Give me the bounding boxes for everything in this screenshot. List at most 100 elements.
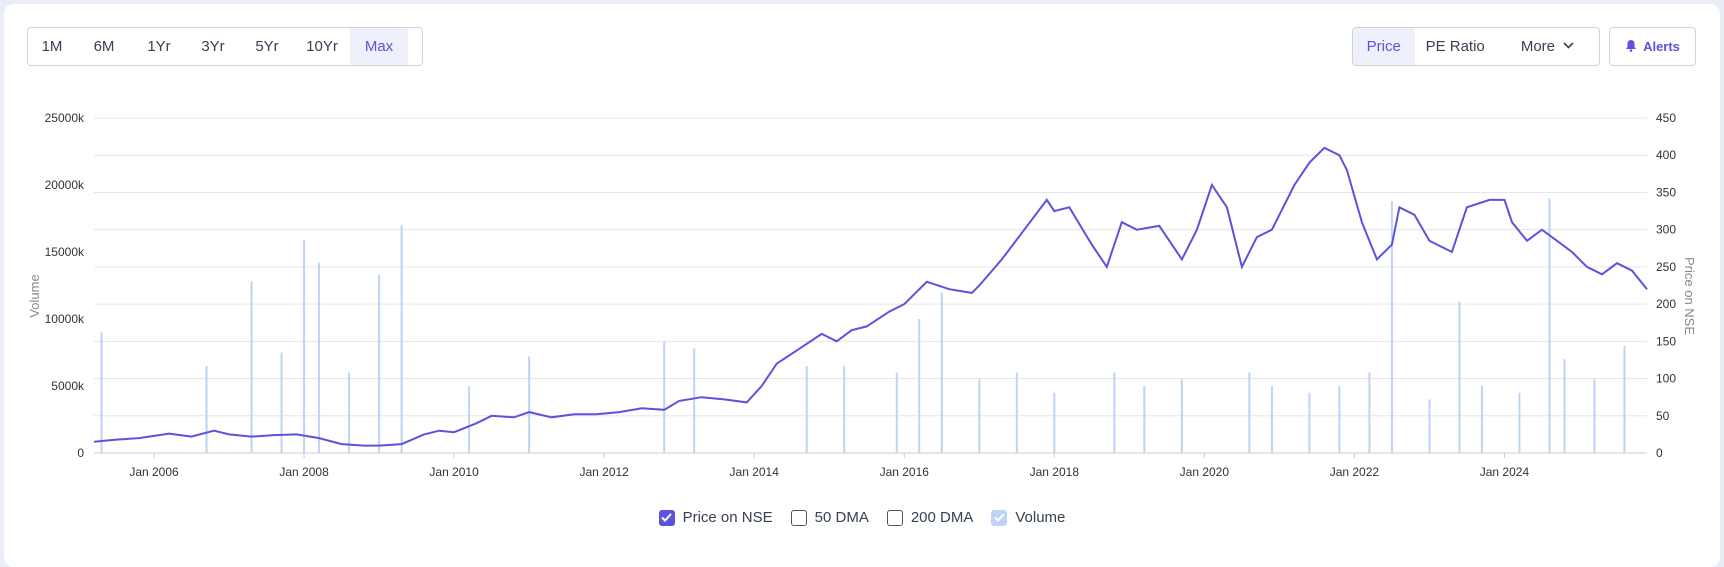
bell-icon [1625,39,1643,55]
more-dropdown[interactable]: More [1496,28,1599,65]
volume-bar [528,356,531,453]
y-left-tick-label: 20000k [45,178,85,192]
volume-bar [318,262,321,453]
range-button-5yr[interactable]: 5Yr [255,38,279,55]
legend-label: Price on NSE [682,509,773,526]
chart-mode-selector: Price PE Ratio More [1352,27,1600,66]
x-tick-label: Jan 2022 [1330,465,1380,479]
volume-bar [1113,372,1116,453]
y-left-tick-label: 0 [77,446,84,460]
alerts-button[interactable]: Alerts [1609,27,1696,66]
y-left-tick-label: 25000k [45,111,85,125]
volume-bar [918,319,921,453]
volume-bar [1338,386,1341,453]
legend-item-volume[interactable]: Volume [991,509,1065,526]
volume-bar [1248,372,1251,453]
x-tick-label: Jan 2010 [429,465,479,479]
volume-bar [1428,399,1431,453]
volume-bar [1518,392,1521,453]
x-axis: Jan 2006 Jan 2008 Jan 2010 Jan 2012 Jan 2014… [129,453,1529,479]
y-right-tick-label: 350 [1656,185,1676,199]
volume-bar [280,352,283,453]
volume-bar [693,348,696,453]
y-left-tick-label: 5000k [51,379,85,393]
volume-bar [1390,201,1393,453]
volume-bar [843,365,846,453]
volume-bar [400,225,403,453]
volume-bar [805,365,808,453]
volume-bar [1623,345,1626,453]
volume-bar [1548,198,1551,453]
y-right-tick-label: 50 [1656,409,1670,423]
x-tick-label: Jan 2008 [279,465,329,479]
volume-bar [205,365,208,453]
volume-bar [1563,359,1566,453]
price-tab[interactable]: Price [1353,28,1415,65]
legend-item-price-on-nse[interactable]: Price on NSE [658,509,773,526]
alerts-label: Alerts [1643,39,1680,54]
more-label: More [1520,38,1556,55]
volume-bar [1480,386,1483,453]
legend-label: 200 DMA [910,509,974,526]
legend-label: Volume [1015,509,1066,526]
checkbox-icon[interactable] [658,509,675,526]
y-axis-right-label: Price on NSE [1682,257,1697,335]
grid-lines [94,117,1647,454]
checkbox-icon[interactable] [991,509,1008,526]
range-button-10yr[interactable]: 10Yr [306,38,338,55]
y-right-tick-label: 400 [1656,148,1676,162]
price-on-nse-line [93,146,1648,447]
x-tick-label: Jan 2018 [1030,465,1080,479]
volume-bar [1593,379,1596,453]
y-right-tick-label: 300 [1656,223,1676,237]
y-right-tick-label: 450 [1656,111,1676,125]
volume-bar [100,332,103,453]
legend-item-50-dma[interactable]: 50 DMA [790,509,869,526]
legend-label: 50 DMA [814,509,869,526]
range-button-6m[interactable]: 6M [93,38,115,55]
y-right-tick-label: 100 [1656,372,1676,386]
volume-bar [978,379,981,453]
x-tick-label: Jan 2014 [730,465,780,479]
legend-item-200-dma[interactable]: 200 DMA [886,509,974,526]
volume-bar [1143,386,1146,453]
y-right-tick-label: 200 [1656,297,1676,311]
volume-bar [1180,379,1183,453]
y-right-tick-label: 150 [1656,334,1676,348]
chart-card [4,4,1720,567]
pe-ratio-tab[interactable]: PE Ratio [1425,38,1485,55]
chart-legend: Price on NSE 50 DMA 200 DMA Volume [0,509,1724,526]
checkbox-icon[interactable] [790,509,807,526]
range-button-3yr[interactable]: 3Yr [201,38,225,55]
x-tick-label: Jan 2020 [1180,465,1230,479]
y-left-tick-label: 15000k [45,245,85,259]
y-axis-left-label: Volume [27,274,42,317]
volume-bar [348,372,351,453]
range-button-1m[interactable]: 1M [41,38,63,55]
chevron-down-icon [1563,40,1574,52]
volume-bar [303,239,306,453]
y-axis-right: 0 50 100 150 200 250 300 350 400 450 [1656,111,1676,460]
y-left-tick-label: 10000k [45,312,85,326]
x-tick-label: Jan 2016 [880,465,930,479]
volume-bar [895,372,898,453]
volume-bar [1308,392,1311,453]
range-button-1yr[interactable]: 1Yr [147,38,171,55]
volume-bar [1270,386,1273,453]
volume-bar [1458,301,1461,453]
x-tick-label: Jan 2006 [129,465,179,479]
volume-bar [940,292,943,453]
volume-bar [250,281,253,453]
y-right-tick-label: 250 [1656,260,1676,274]
range-button-max[interactable]: Max [350,28,408,65]
volume-bar [468,386,471,453]
volume-bar [663,341,666,453]
checkbox-icon[interactable] [886,509,903,526]
y-axis-left: 0 5000k 10000k 15000k 20000k 25000k [45,111,85,460]
y-right-tick-label: 0 [1656,446,1663,460]
volume-bars [100,198,1626,453]
x-tick-label: Jan 2024 [1480,465,1530,479]
x-tick-label: Jan 2012 [579,465,629,479]
range-selector: 1M 6M 1Yr 3Yr 5Yr 10Yr Max [27,27,423,66]
volume-bar [1015,372,1018,453]
